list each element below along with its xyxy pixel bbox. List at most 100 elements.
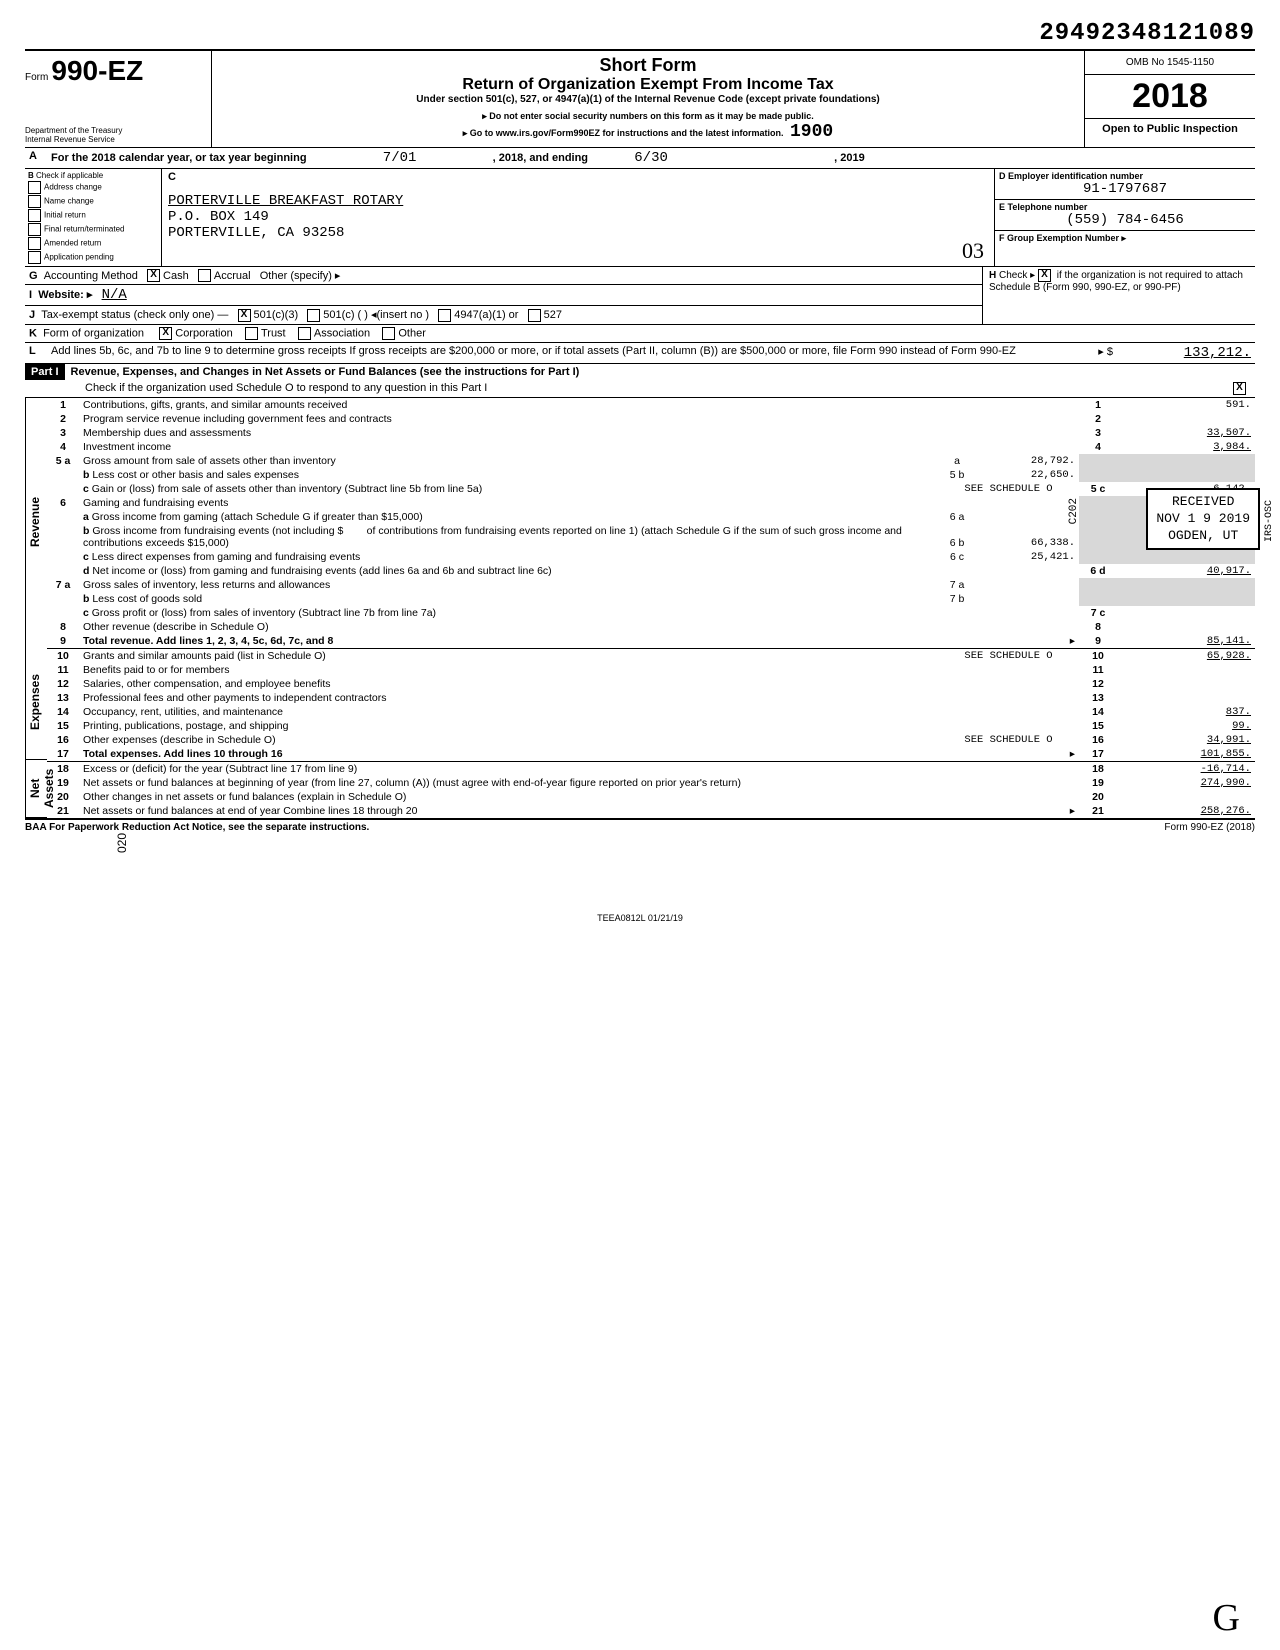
- opt-527: 527: [544, 309, 562, 321]
- footer-row: BAA For Paperwork Reduction Act Notice, …: [25, 820, 1255, 833]
- stamp-side: IRS-OSC: [1263, 500, 1276, 542]
- cb-association[interactable]: [298, 327, 311, 340]
- received-stamp: RECEIVED NOV 1 9 2019 OGDEN, UT IRS-OSC: [1146, 488, 1260, 551]
- cb-corporation[interactable]: [159, 327, 172, 340]
- stamp-location: OGDEN, UT: [1156, 528, 1250, 545]
- cb-initial-return[interactable]: [28, 209, 41, 222]
- written-1900: 1900: [790, 122, 833, 142]
- line-6a-val: [976, 510, 1079, 524]
- line-9-val: 85,141.: [1117, 634, 1255, 649]
- side-labels: Revenue Expenses Net Assets: [25, 398, 47, 818]
- cb-amended-return[interactable]: [28, 237, 41, 250]
- title-goto: ▸ Go to www.irs.gov/Form990EZ for instru…: [220, 122, 1076, 142]
- line-k: K Form of organization Corporation Trust…: [25, 325, 1255, 343]
- goto-text: ▸ Go to www.irs.gov/Form990EZ for instru…: [463, 128, 784, 138]
- line-12-desc: Salaries, other compensation, and employ…: [79, 677, 1079, 691]
- cb-address-change[interactable]: [28, 181, 41, 194]
- part-1-label: Part I: [25, 364, 65, 380]
- line-20-desc: Other changes in net assets or fund bala…: [79, 790, 1079, 804]
- line-16-note: SEE SCHEDULE O: [938, 733, 1079, 747]
- line-10-note: SEE SCHEDULE O: [938, 648, 1079, 663]
- omb-number: OMB No 1545-1150: [1085, 51, 1255, 75]
- org-name: PORTERVILLE BREAKFAST ROTARY: [168, 193, 988, 209]
- side-netassets: Net Assets: [25, 760, 47, 818]
- part-1-header-row: Part I Revenue, Expenses, and Changes in…: [25, 364, 1255, 398]
- cb-name-change[interactable]: [28, 195, 41, 208]
- line-i-label: Website: ▸: [38, 289, 92, 301]
- line-19-desc: Net assets or fund balances at beginning…: [79, 776, 1079, 790]
- line-2-desc: Program service revenue including govern…: [79, 412, 1079, 426]
- line-21-desc: Net assets or fund balances at end of ye…: [83, 805, 417, 817]
- cb-final-return[interactable]: [28, 223, 41, 236]
- part-1-body: Revenue Expenses Net Assets 1Contributio…: [25, 398, 1255, 820]
- part-1-check-text: Check if the organization used Schedule …: [85, 382, 487, 394]
- line-10-val: 65,928.: [1117, 648, 1255, 663]
- dept-irs: Internal Revenue Service: [25, 136, 205, 145]
- line-l-text: Add lines 5b, 6c, and 7b to line 9 to de…: [47, 343, 1069, 363]
- form-header: Form 990-EZ Department of the Treasury I…: [25, 49, 1255, 148]
- box-h: H Check ▸ if the organization is not req…: [982, 267, 1255, 324]
- line-6c-desc: Less direct expenses from gaming and fun…: [92, 551, 360, 563]
- cb-4947[interactable]: [438, 309, 451, 322]
- cb-cash[interactable]: [147, 269, 160, 282]
- line-5b-desc: Less cost or other basis and sales expen…: [92, 469, 299, 481]
- footer-formref: Form 990-EZ (2018): [1164, 820, 1255, 833]
- cb-accrual[interactable]: [198, 269, 211, 282]
- line-6-desc: Gaming and fundraising events: [79, 496, 1079, 510]
- title-ssn-warning: ▸ Do not enter social security numbers o…: [220, 111, 1076, 122]
- opt-501c: 501(c) (: [323, 309, 361, 321]
- line-18-desc: Excess or (deficit) for the year (Subtra…: [79, 761, 1079, 776]
- cb-501c3[interactable]: [238, 309, 251, 322]
- footer-teea: TEEA0812L 01/21/19: [25, 913, 1255, 923]
- main-table: 1Contributions, gifts, grants, and simil…: [47, 398, 1255, 818]
- opt-other: Other (specify) ▸: [260, 270, 341, 282]
- line-5c-desc: Gain or (loss) from sale of assets other…: [92, 483, 482, 495]
- line-a-endyear: , 2019: [834, 152, 865, 164]
- line-a-label: For the 2018 calendar year, or tax year …: [51, 152, 307, 164]
- line-j-label: Tax-exempt status (check only one) —: [41, 309, 228, 321]
- line-6a-desc: Gross income from gaming (attach Schedul…: [92, 511, 423, 523]
- line-a-end: 6/30: [591, 150, 711, 166]
- signature-g: G: [1213, 1596, 1240, 1640]
- line-1-val: 591.: [1117, 398, 1255, 412]
- org-addr2: PORTERVILLE, CA 93258: [168, 225, 988, 241]
- cb-527[interactable]: [528, 309, 541, 322]
- tax-year: 2018: [1085, 75, 1255, 119]
- opt-cash: Cash: [163, 270, 189, 282]
- cb-trust[interactable]: [245, 327, 258, 340]
- opt-trust: Trust: [261, 327, 286, 339]
- opt-other-org: Other: [398, 327, 426, 339]
- line-9-desc: Total revenue. Add lines 1, 2, 3, 4, 5c,…: [83, 635, 333, 647]
- open-to-public: Open to Public Inspection: [1085, 119, 1255, 139]
- line-16-val: 34,991.: [1117, 733, 1255, 747]
- opt-4947: 4947(a)(1) or: [454, 309, 518, 321]
- line-7b-desc: Less cost of goods sold: [92, 593, 202, 605]
- line-19-val: 274,990.: [1117, 776, 1255, 790]
- line-7a-desc: Gross sales of inventory, less returns a…: [79, 578, 938, 592]
- ghij-block: G Accounting Method Cash Accrual Other (…: [25, 267, 1255, 325]
- ein-value: 91-1797687: [999, 181, 1251, 197]
- cb-schedule-o[interactable]: [1233, 382, 1246, 395]
- line-5a-desc: Gross amount from sale of assets other t…: [79, 454, 938, 468]
- opt-initial-return: Initial return: [44, 210, 86, 219]
- line-a-mid: , 2018, and ending: [493, 152, 588, 164]
- stamped-number: 29492348121089: [25, 20, 1255, 47]
- line-8-val: [1117, 620, 1255, 634]
- line-6b-desc: Gross income from fundraising events (no…: [92, 525, 343, 537]
- line-5c-note: SEE SCHEDULE O: [938, 482, 1079, 496]
- line-6b-val: 66,338.: [976, 524, 1079, 550]
- part-1-heading: Revenue, Expenses, and Changes in Net As…: [65, 364, 1255, 380]
- cb-application-pending[interactable]: [28, 251, 41, 264]
- opt-501c3: 501(c)(3): [254, 309, 299, 321]
- cb-other-org[interactable]: [382, 327, 395, 340]
- cb-h[interactable]: [1038, 269, 1051, 282]
- opt-accrual: Accrual: [214, 270, 251, 282]
- line-5b-val: 22,650.: [976, 468, 1079, 482]
- cb-501c[interactable]: [307, 309, 320, 322]
- line-14-val: 837.: [1117, 705, 1255, 719]
- line-16-desc: Other expenses (describe in Schedule O): [79, 733, 938, 747]
- line-14-desc: Occupancy, rent, utilities, and maintena…: [79, 705, 1079, 719]
- line-g-label: Accounting Method: [44, 270, 138, 282]
- line-17-val: 101,855.: [1117, 747, 1255, 762]
- box-c: C PORTERVILLE BREAKFAST ROTARY P.O. BOX …: [162, 169, 994, 266]
